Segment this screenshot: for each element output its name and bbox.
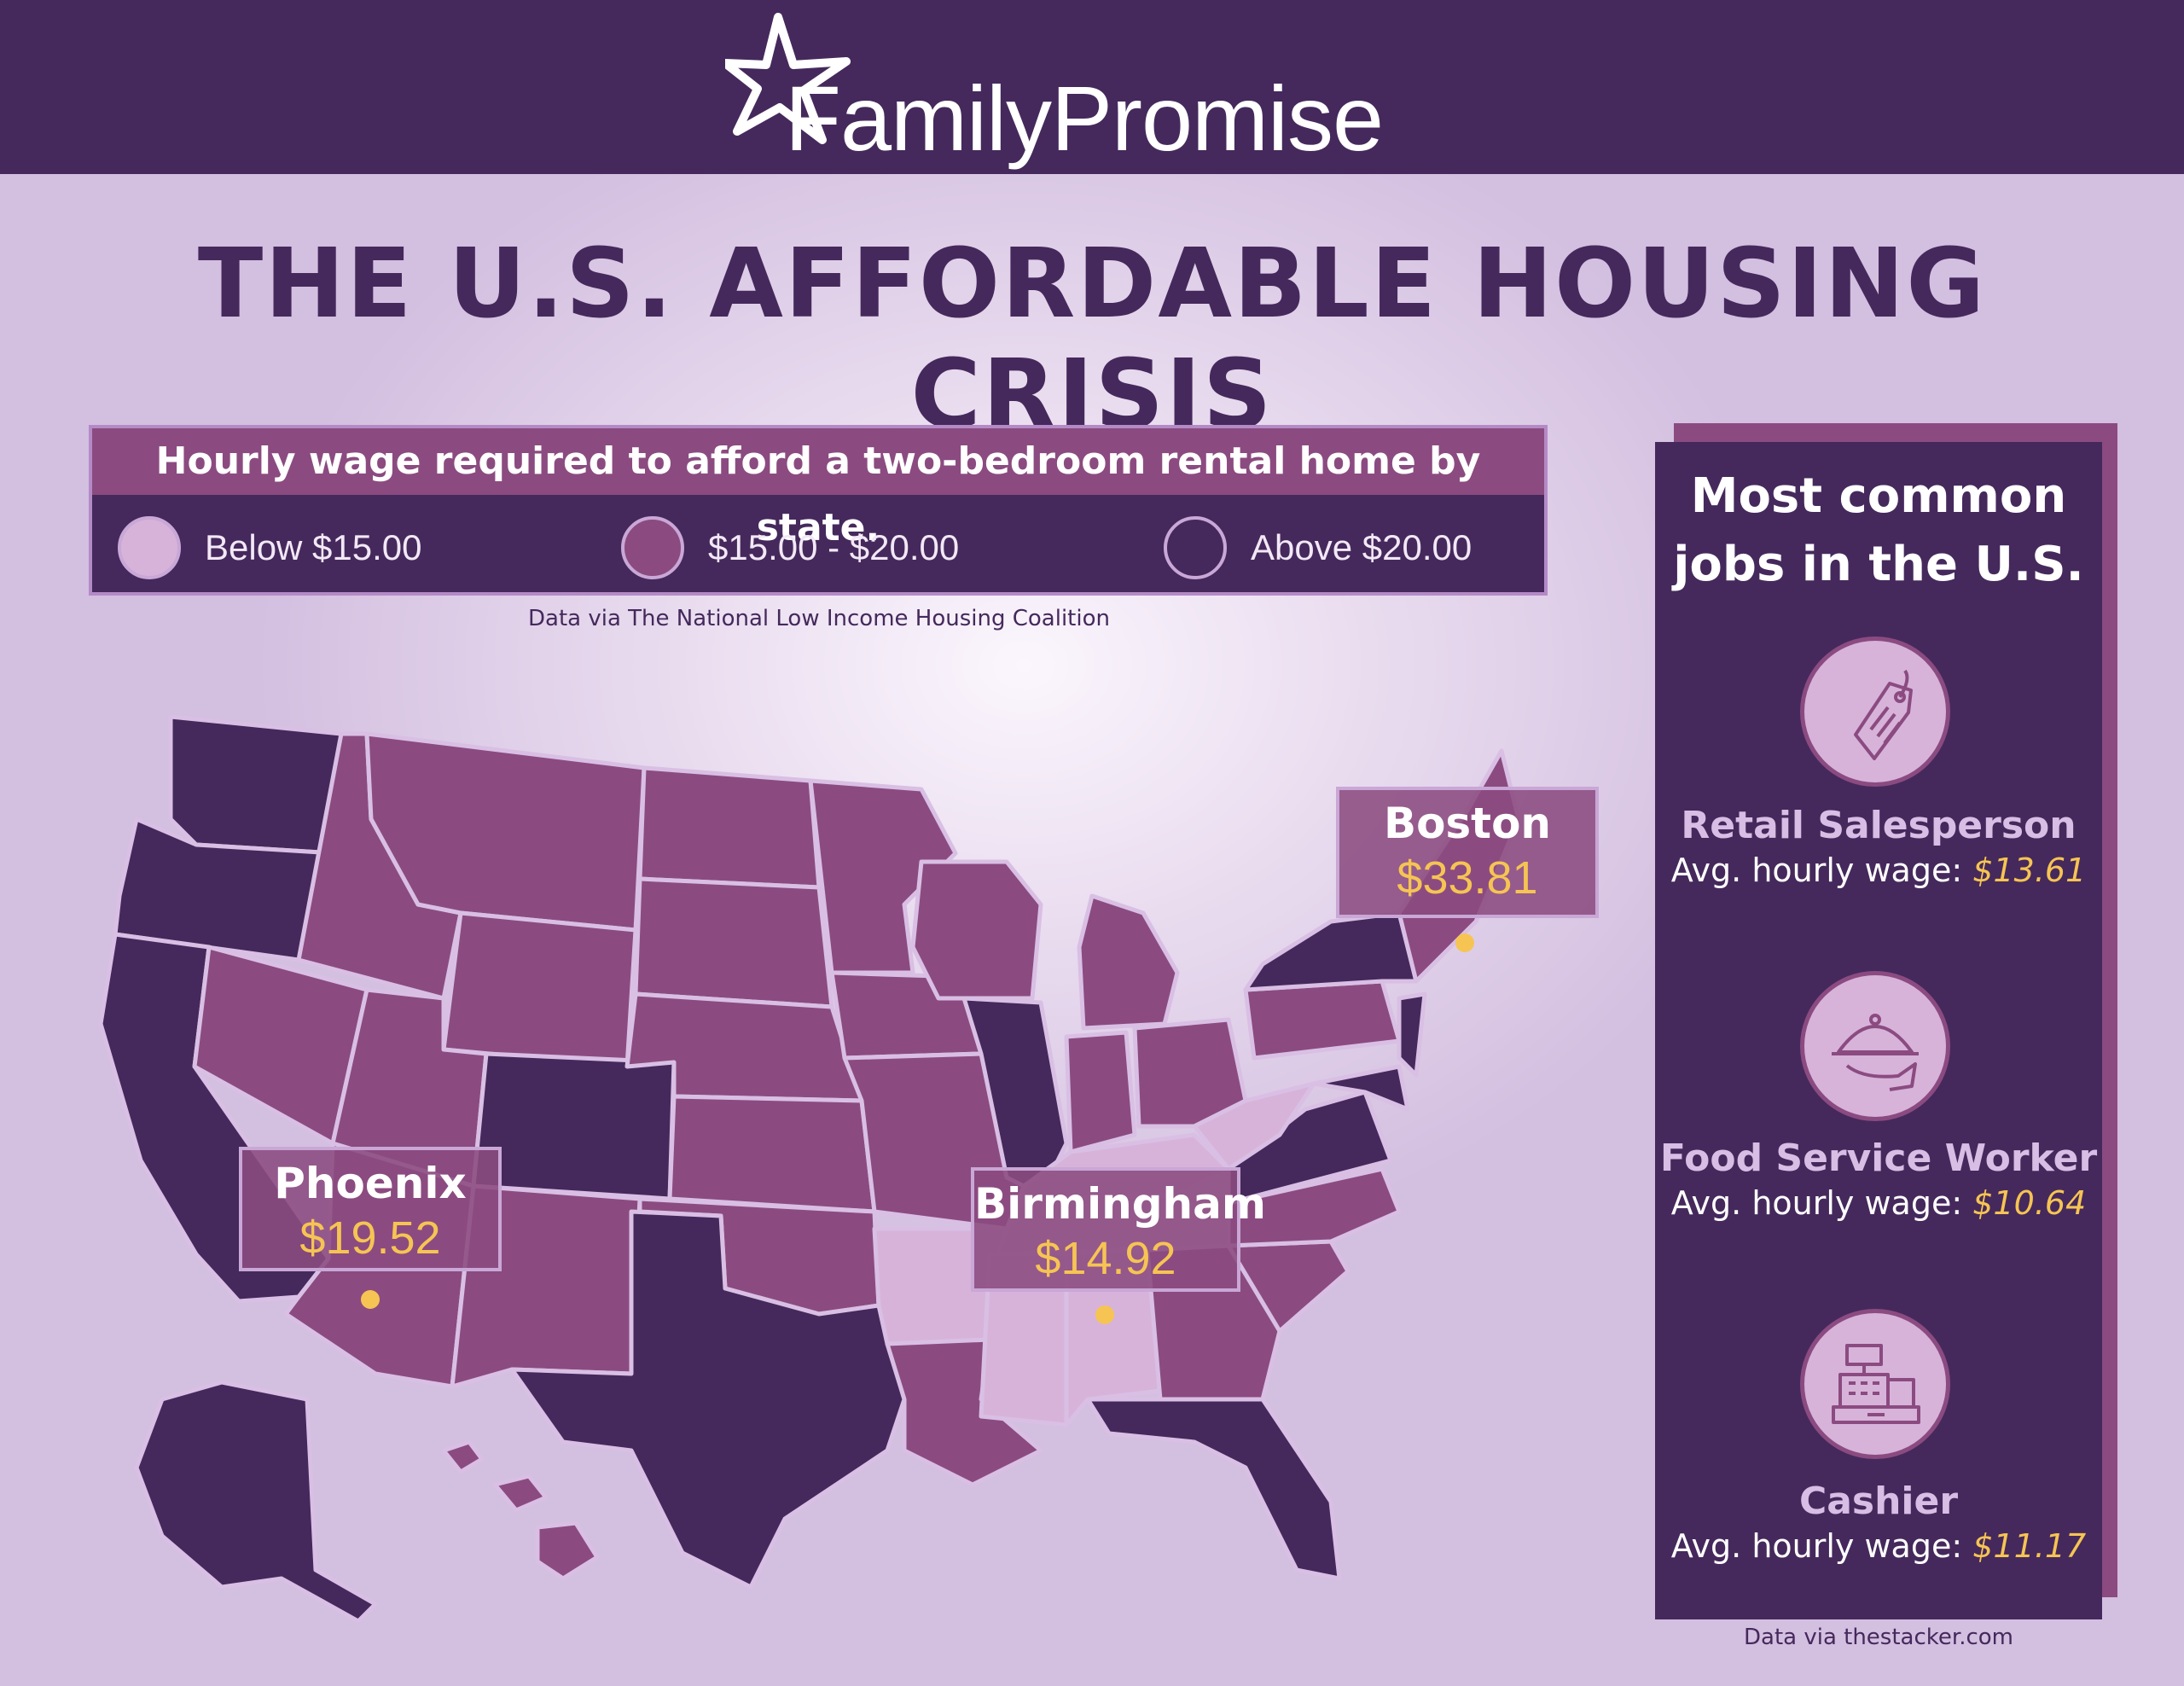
state-hawaii-1 — [441, 1439, 485, 1474]
job-name: Food Service Worker — [1659, 1137, 2098, 1180]
callout-city: Birmingham — [974, 1179, 1266, 1229]
job-wage-line: Avg. hourly wage: $10.64 — [1655, 1184, 2102, 1222]
legend-heading: Hourly wage required to afford a two-bed… — [92, 428, 1544, 549]
job-name: Cashier — [1798, 1480, 1959, 1523]
jobs-panel: Most common jobs in the U.S. Retail Sale… — [1655, 442, 2102, 1619]
price-tag-icon — [1800, 637, 1950, 787]
legend-label: Above $20.00 — [1251, 527, 1472, 567]
state-west-virginia — [1192, 1081, 1316, 1171]
callout-city: Boston — [1383, 799, 1552, 848]
family-promise-logo: FamilyPromise — [725, 12, 1493, 174]
state-wisconsin — [910, 859, 1043, 1001]
legend-swatch-dark — [1164, 516, 1227, 579]
state-alaska — [134, 1380, 378, 1624]
jobs-heading-line1: Most common — [1690, 468, 2067, 524]
job-wage-prefix: Avg. hourly wage: — [1670, 1184, 1963, 1222]
state-indiana — [1064, 1030, 1137, 1154]
state-south-dakota — [633, 876, 834, 1009]
legend-source: Data via The National Low Income Housing… — [528, 606, 1110, 631]
callout-phoenix: Phoenix $19.52 — [239, 1147, 502, 1271]
jobs-heading: Most common jobs in the U.S. — [1655, 462, 2102, 599]
legend-label: $15.00 - $20.00 — [708, 527, 960, 567]
state-hawaii-3 — [535, 1520, 600, 1581]
logo-text: FamilyPromise — [785, 67, 1384, 170]
job-wage-prefix: Avg. hourly wage: — [1670, 852, 1963, 889]
legend-item-below-15: Below $15.00 — [118, 514, 422, 582]
phoenix-pin — [361, 1290, 380, 1309]
job-wage-prefix: Avg. hourly wage: — [1670, 1527, 1963, 1565]
legend-swatch-light — [118, 516, 181, 579]
cash-register-icon — [1800, 1309, 1950, 1459]
job-name: Retail Salesperson — [1681, 804, 2077, 847]
state-colorado — [471, 1051, 677, 1201]
birmingham-pin — [1095, 1305, 1114, 1324]
state-maryland — [1311, 1064, 1410, 1112]
legend-label: Below $15.00 — [205, 527, 422, 567]
job-wage-value: $13.61 — [1972, 852, 2087, 889]
state-new-york — [1243, 910, 1419, 992]
state-pennsylvania — [1243, 979, 1402, 1061]
state-new-jersey — [1397, 991, 1427, 1078]
legend-swatch-mid — [621, 516, 684, 579]
legend-item-15-20: $15.00 - $20.00 — [621, 514, 959, 582]
callout-wage: $33.81 — [1397, 852, 1538, 904]
job-wage-line: Avg. hourly wage: $11.17 — [1655, 1527, 2102, 1565]
callout-boston: Boston $33.81 — [1336, 787, 1599, 918]
job-wage-line: Avg. hourly wage: $13.61 — [1655, 852, 2102, 889]
legend-item-above-20: Above $20.00 — [1164, 514, 1472, 582]
state-florida — [1085, 1397, 1342, 1581]
boston-pin — [1455, 933, 1474, 952]
state-north-dakota — [637, 765, 822, 890]
callout-birmingham: Birmingham $14.92 — [971, 1167, 1266, 1292]
callout-wage: $19.52 — [299, 1212, 441, 1264]
jobs-source: Data via thestacker.com — [1743, 1625, 2013, 1650]
job-wage-value: $10.64 — [1972, 1184, 2087, 1222]
legend-box: Hourly wage required to afford a two-bed… — [89, 425, 1548, 596]
state-michigan — [1077, 893, 1180, 1031]
state-washington — [168, 714, 344, 856]
callout-city: Phoenix — [274, 1159, 467, 1208]
state-hawaii-2 — [492, 1474, 549, 1513]
jobs-heading-line2: jobs in the U.S. — [1673, 537, 2084, 592]
state-kansas — [667, 1094, 877, 1214]
job-wage-value: $11.17 — [1972, 1527, 2087, 1565]
callout-wage: $14.92 — [1035, 1233, 1176, 1284]
state-texas — [509, 1209, 907, 1590]
food-cloche-icon — [1800, 971, 1950, 1121]
star-logo-icon — [725, 13, 851, 144]
state-wyoming — [441, 910, 638, 1069]
header-bar: FamilyPromise — [0, 0, 2184, 174]
